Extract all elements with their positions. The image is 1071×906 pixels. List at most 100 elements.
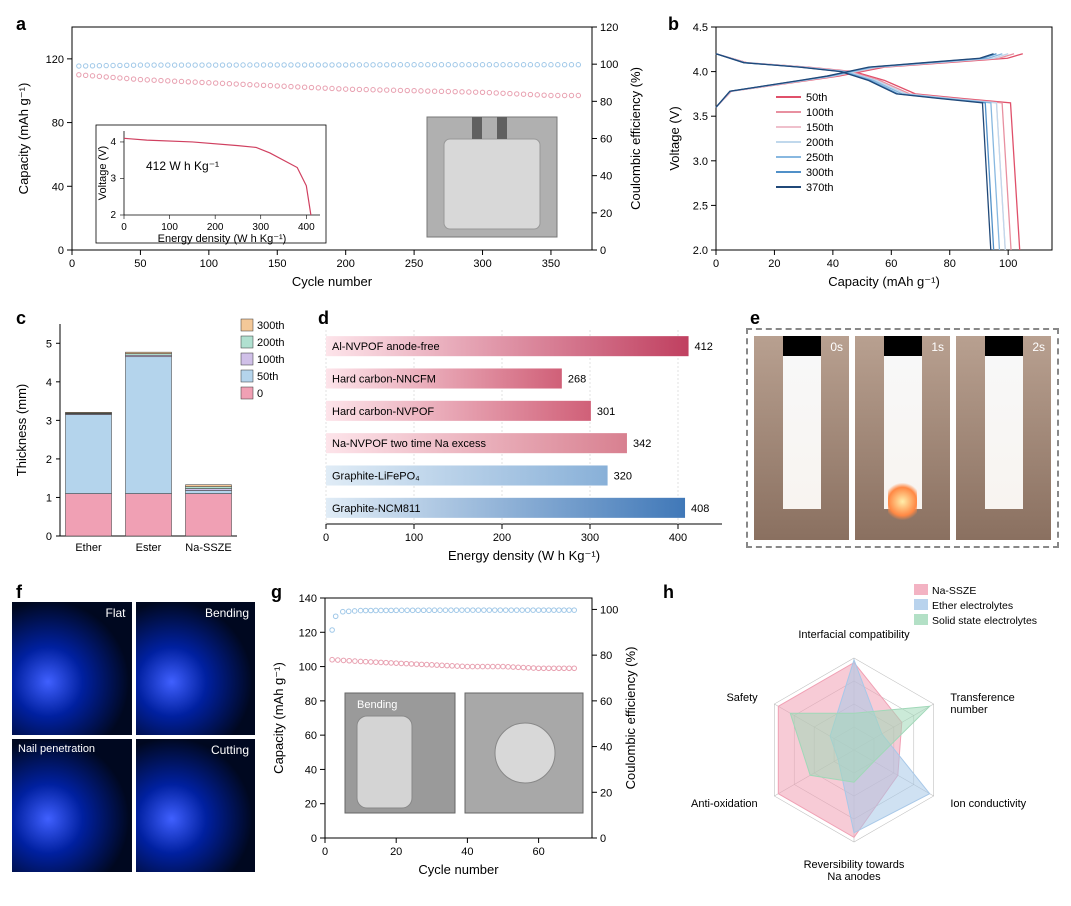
svg-text:100: 100 [600, 604, 618, 616]
svg-text:0: 0 [600, 833, 606, 845]
svg-text:320: 320 [614, 471, 632, 483]
chart-a-cycling: 0501001502002503003500408012002040608010… [12, 12, 652, 292]
svg-text:20: 20 [768, 258, 780, 270]
panel-label-a: a [16, 14, 26, 35]
frame-label-2s: 2s [1032, 340, 1045, 354]
svg-text:3: 3 [46, 415, 52, 427]
svg-text:Coulombic efficiency (%): Coulombic efficiency (%) [628, 67, 643, 210]
svg-text:2.0: 2.0 [693, 245, 708, 257]
svg-text:412: 412 [695, 341, 713, 353]
svg-text:60: 60 [532, 846, 544, 858]
svg-text:3: 3 [110, 173, 116, 184]
svg-text:40: 40 [600, 171, 612, 183]
svg-text:Capacity (mAh g⁻¹): Capacity (mAh g⁻¹) [271, 662, 286, 774]
svg-text:Voltage (V): Voltage (V) [97, 146, 109, 200]
svg-text:200th: 200th [257, 337, 285, 349]
svg-text:Reversibility towards: Reversibility towards [804, 859, 905, 871]
panel-label-h: h [663, 582, 674, 603]
svg-text:100: 100 [405, 532, 423, 544]
safety-label-flat: Flat [105, 606, 125, 620]
svg-text:2: 2 [46, 454, 52, 466]
svg-text:60: 60 [600, 696, 612, 708]
svg-text:Capacity (mAh g⁻¹): Capacity (mAh g⁻¹) [16, 83, 31, 195]
svg-text:0: 0 [69, 258, 75, 270]
svg-text:Thickness (mm): Thickness (mm) [14, 384, 29, 476]
svg-text:Voltage (V): Voltage (V) [667, 106, 682, 170]
svg-text:50: 50 [134, 258, 146, 270]
svg-text:Solid state electrolytes: Solid state electrolytes [932, 615, 1037, 627]
safety-nail: Nail penetration [12, 739, 132, 872]
panel-label-c: c [16, 308, 26, 329]
svg-text:Transference: Transference [950, 692, 1014, 704]
svg-text:80: 80 [52, 118, 64, 130]
svg-text:0: 0 [121, 222, 127, 233]
svg-text:300th: 300th [806, 167, 834, 179]
svg-text:100: 100 [299, 662, 317, 674]
svg-text:4.5: 4.5 [693, 22, 708, 34]
chart-h-radar: Interfacial compatibilityTransferencenum… [659, 580, 1059, 880]
svg-text:Anti-oxidation: Anti-oxidation [691, 798, 758, 810]
flame-frame-0s: 0s [754, 336, 849, 540]
svg-text:0: 0 [58, 245, 64, 257]
svg-text:250th: 250th [806, 152, 834, 164]
svg-text:412 W h Kg⁻¹: 412 W h Kg⁻¹ [146, 159, 219, 173]
svg-text:250: 250 [405, 258, 423, 270]
svg-text:40: 40 [600, 742, 612, 754]
svg-text:200th: 200th [806, 137, 834, 149]
safety-label-cutting: Cutting [211, 743, 249, 757]
svg-text:120: 120 [299, 627, 317, 639]
svg-text:40: 40 [305, 764, 317, 776]
svg-text:Graphite-NCM811: Graphite-NCM811 [332, 503, 420, 515]
svg-text:400: 400 [298, 222, 315, 233]
safety-test-grid: Flat Bending Nail penetration Cutting [12, 602, 255, 872]
svg-text:80: 80 [305, 696, 317, 708]
svg-text:80: 80 [600, 650, 612, 662]
svg-text:60: 60 [885, 258, 897, 270]
svg-text:4: 4 [110, 137, 116, 148]
chart-c-thickness: 012345Thickness (mm)EtherEsterNa-SSZE300… [12, 306, 302, 566]
svg-text:Al-NVPOF anode-free: Al-NVPOF anode-free [332, 341, 440, 353]
svg-text:200: 200 [207, 222, 224, 233]
svg-text:Ether electrolytes: Ether electrolytes [932, 600, 1013, 612]
svg-text:20: 20 [305, 799, 317, 811]
svg-text:3.5: 3.5 [693, 111, 708, 123]
safety-label-bending: Bending [205, 606, 249, 620]
svg-text:Cycle number: Cycle number [418, 862, 499, 877]
svg-text:5: 5 [46, 338, 52, 350]
svg-text:0: 0 [713, 258, 719, 270]
chart-d-energy-density: 0100200300400Energy density (W h Kg⁻¹)Al… [314, 306, 734, 566]
svg-text:100th: 100th [806, 107, 834, 119]
svg-text:370th: 370th [806, 182, 834, 194]
svg-text:400: 400 [669, 532, 687, 544]
flame-frame-1s: 1s [855, 336, 950, 540]
svg-text:Hard carbon-NVPOF: Hard carbon-NVPOF [332, 406, 434, 418]
svg-text:Cycle number: Cycle number [292, 274, 373, 289]
svg-text:Capacity (mAh g⁻¹): Capacity (mAh g⁻¹) [828, 274, 940, 289]
flame-test-frames: 0s 1s 2s [746, 328, 1059, 548]
svg-text:0: 0 [257, 388, 263, 400]
safety-cutting: Cutting [136, 739, 256, 872]
svg-text:Na-SSZE: Na-SSZE [932, 585, 976, 597]
svg-text:300: 300 [581, 532, 599, 544]
panel-label-e: e [750, 308, 760, 329]
svg-text:40: 40 [52, 181, 64, 193]
safety-flat: Flat [12, 602, 132, 735]
svg-text:200: 200 [337, 258, 355, 270]
svg-text:1: 1 [46, 492, 52, 504]
svg-text:Interfacial compatibility: Interfacial compatibility [798, 629, 910, 641]
svg-text:140: 140 [299, 593, 317, 605]
svg-text:268: 268 [568, 374, 586, 386]
svg-text:60: 60 [600, 134, 612, 146]
svg-text:0: 0 [311, 833, 317, 845]
svg-text:120: 120 [600, 22, 618, 34]
svg-text:0: 0 [323, 532, 329, 544]
svg-text:80: 80 [944, 258, 956, 270]
svg-text:3.0: 3.0 [693, 156, 708, 168]
svg-text:408: 408 [691, 503, 709, 515]
frame-label-1s: 1s [931, 340, 944, 354]
svg-text:Na anodes: Na anodes [827, 871, 881, 880]
svg-text:Bending: Bending [357, 699, 397, 711]
svg-text:150: 150 [268, 258, 286, 270]
svg-text:100: 100 [600, 59, 618, 71]
svg-text:2: 2 [110, 210, 116, 221]
